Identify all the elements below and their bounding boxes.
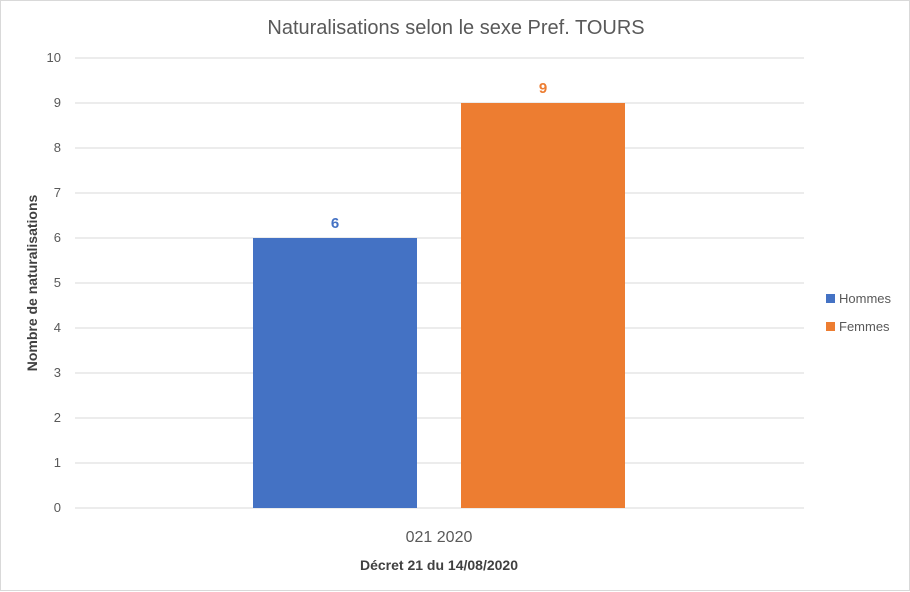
- legend-swatch-hommes: [826, 294, 835, 303]
- y-tick-label: 8: [54, 140, 61, 155]
- bar-hommes: [253, 238, 417, 508]
- y-tick-label: 3: [54, 365, 61, 380]
- y-axis-label: Nombre de naturalisations: [24, 194, 40, 371]
- bars: [253, 103, 625, 508]
- data-labels: 69: [331, 80, 547, 232]
- y-tick-label: 7: [54, 185, 61, 200]
- y-tick-label: 2: [54, 410, 61, 425]
- y-tick-label: 9: [54, 95, 61, 110]
- data-label-hommes: 6: [331, 215, 339, 232]
- legend: Hommes Femmes: [826, 291, 892, 334]
- gridlines: [75, 57, 804, 509]
- category-label: 021 2020: [406, 529, 473, 546]
- chart-title: Naturalisations selon le sexe Pref. TOUR…: [267, 17, 644, 39]
- legend-label-femmes: Femmes: [839, 319, 890, 334]
- y-tick-label: 5: [54, 275, 61, 290]
- data-label-femmes: 9: [539, 80, 547, 97]
- y-tick-label: 10: [47, 50, 61, 65]
- x-axis-label: Décret 21 du 14/08/2020: [360, 557, 518, 573]
- legend-swatch-femmes: [826, 322, 835, 331]
- y-axis-ticks: 0 1 2 3 4 5 6 7 8 9 10: [47, 50, 61, 515]
- y-tick-label: 0: [54, 500, 61, 515]
- legend-label-hommes: Hommes: [839, 291, 892, 306]
- y-tick-label: 6: [54, 230, 61, 245]
- y-tick-label: 1: [54, 455, 61, 470]
- y-tick-label: 4: [54, 320, 61, 335]
- bar-femmes: [461, 103, 625, 508]
